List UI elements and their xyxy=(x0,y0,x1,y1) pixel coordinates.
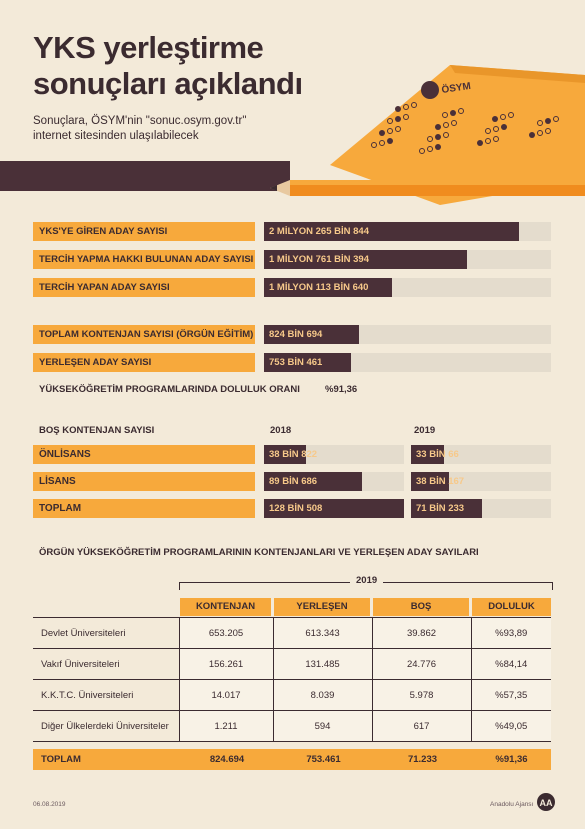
row-name: Diğer Ülkelerdeki Üniversiteler xyxy=(33,710,179,742)
aa-logo-text: AA xyxy=(540,798,553,808)
stat-row-yks-applicants: YKS'YE GİREN ADAY SAYISI 2 MİLYON 265 Bİ… xyxy=(0,222,585,241)
cell-quota: 653.205 xyxy=(178,617,273,649)
row-label: LİSANS xyxy=(33,472,255,491)
title-line-2: sonuçları açıklandı xyxy=(33,66,303,101)
value-2019: 33 BİN 66 xyxy=(416,449,459,460)
stat-row-total-quota: TOPLAM KONTENJAN SAYISI (ÖRGÜN EĞİTİM) 8… xyxy=(0,325,585,344)
empty-quota-heading: BOŞ KONTENJAN SAYISI xyxy=(39,425,155,436)
row-name: Devlet Üniversiteleri xyxy=(33,617,179,649)
bar-fill-2019 xyxy=(411,499,483,518)
answer-sheet-illustration: ÖSYM xyxy=(270,65,585,205)
row-label: YERLEŞEN ADAY SAYISI xyxy=(33,353,255,372)
row-label: TERCİH YAPAN ADAY SAYISI xyxy=(33,278,255,297)
cell-placed: 8.039 xyxy=(272,679,372,711)
answer-bubbles xyxy=(371,102,559,154)
value-2018: 128 BİN 508 xyxy=(269,503,323,514)
row-name: K.K.T.C. Üniversiteleri xyxy=(33,679,179,711)
table-row: K.K.T.C. Üniversiteleri 14.017 8.039 5.9… xyxy=(33,679,551,711)
bar-fill-2019 xyxy=(411,445,445,464)
year-2019-label: 2019 xyxy=(414,425,436,436)
row-value: 1 MİLYON 113 BİN 640 xyxy=(269,282,369,293)
row-value: 753 BİN 461 xyxy=(269,357,323,368)
table-row: Devlet Üniversiteleri 653.205 613.343 39… xyxy=(33,617,551,649)
bar-fill-2018 xyxy=(264,445,307,464)
value-2018: 89 BİN 686 xyxy=(269,476,318,487)
cell-quota: 1.211 xyxy=(178,710,273,742)
cell-empty: 5.978 xyxy=(371,679,471,711)
bar-fill xyxy=(264,353,351,372)
cell-placed: 594 xyxy=(272,710,372,742)
row-label: TOPLAM xyxy=(33,499,255,518)
table-total-row: TOPLAM 824.694 753.461 71.233 %91,36 xyxy=(33,749,551,770)
aa-logo-icon: AA xyxy=(537,793,555,811)
page-title: YKS yerleştirme sonuçları açıklandı xyxy=(33,30,303,102)
total-occupancy: %91,36 xyxy=(495,754,528,765)
total-label: TOPLAM xyxy=(41,754,81,765)
value-2018: 38 BİN 822 xyxy=(269,449,318,460)
bar-fill-2019 xyxy=(411,472,450,491)
bar-track-2019 xyxy=(411,445,551,464)
pencil-icon xyxy=(270,180,585,196)
cell-occupancy: %49,05 xyxy=(470,710,551,742)
total-quota: 824.694 xyxy=(209,754,245,765)
table-heading: ÖRGÜN YÜKSEKÖĞRETİM PROGRAMLARININ KONTE… xyxy=(39,547,479,558)
row-name: Vakıf Üniversiteleri xyxy=(33,648,179,680)
cell-placed: 131.485 xyxy=(272,648,372,680)
header-band xyxy=(0,161,290,191)
cell-quota: 156.261 xyxy=(178,648,273,680)
row-label: ÖNLİSANS xyxy=(33,445,255,464)
col-header-occupancy: DOLULUK xyxy=(472,598,551,616)
year-2018-label: 2018 xyxy=(270,425,292,436)
row-value: 1 MİLYON 761 BİN 394 xyxy=(269,254,369,265)
stat-row-placed-candidates: YERLEŞEN ADAY SAYISI 753 BİN 461 xyxy=(0,353,585,372)
osym-logo-icon xyxy=(421,81,439,99)
bar-fill xyxy=(264,278,392,297)
total-placed: 753.461 xyxy=(306,754,341,765)
value-2019: 38 BİN 167 xyxy=(416,476,465,487)
row-label: YKS'YE GİREN ADAY SAYISI xyxy=(33,222,255,241)
row-label: TOPLAM KONTENJAN SAYISI (ÖRGÜN EĞİTİM) xyxy=(33,325,255,344)
cell-occupancy: %84,14 xyxy=(470,648,551,680)
empty-quota-row-associate: ÖNLİSANS 38 BİN 822 33 BİN 66 xyxy=(0,445,585,464)
footer-agency: Anadolu Ajansı xyxy=(490,801,534,808)
university-table: Devlet Üniversiteleri 653.205 613.343 39… xyxy=(33,617,551,742)
empty-quota-row-total: TOPLAM 128 BİN 508 71 BİN 233 xyxy=(0,499,585,518)
stat-row-preference-makers: TERCİH YAPAN ADAY SAYISI 1 MİLYON 113 Bİ… xyxy=(0,278,585,297)
subtitle-line-2: internet sitesinden ulaşılabilecek xyxy=(33,130,199,142)
stat-row-eligible-candidates: TERCİH YAPMA HAKKI BULUNAN ADAY SAYISI 1… xyxy=(0,250,585,269)
table-row: Diğer Ülkelerdeki Üniversiteler 1.211 59… xyxy=(33,710,551,742)
cell-occupancy: %93,89 xyxy=(470,617,551,649)
empty-quota-row-undergraduate: LİSANS 89 BİN 686 38 BİN 167 xyxy=(0,472,585,491)
row-value: 2 MİLYON 265 BİN 844 xyxy=(269,226,369,237)
cell-empty: 24.776 xyxy=(371,648,471,680)
sheet-logo-text: ÖSYM xyxy=(441,79,472,96)
bar-fill xyxy=(264,222,519,241)
col-header-empty: BOŞ xyxy=(373,598,469,616)
cell-occupancy: %57,35 xyxy=(470,679,551,711)
col-header-quota: KONTENJAN xyxy=(180,598,271,616)
table-year: 2019 xyxy=(350,575,384,586)
cell-empty: 39.862 xyxy=(371,617,471,649)
page-subtitle: Sonuçlara, ÖSYM'nin "sonuc.osym.gov.tr" … xyxy=(33,114,246,144)
total-empty: 71.233 xyxy=(407,754,438,765)
title-line-1: YKS yerleştirme xyxy=(33,30,264,65)
fill-ratio-value: %91,36 xyxy=(325,384,358,395)
cell-placed: 613.343 xyxy=(272,617,372,649)
row-value: 824 BİN 694 xyxy=(269,329,323,340)
row-label: TERCİH YAPMA HAKKI BULUNAN ADAY SAYISI xyxy=(33,250,255,269)
bar-fill-2018 xyxy=(264,472,362,491)
fill-ratio-label: YÜKSEKÖĞRETİM PROGRAMLARINDA DOLULUK ORA… xyxy=(39,384,300,395)
cell-empty: 617 xyxy=(371,710,471,742)
col-header-placed: YERLEŞEN xyxy=(274,598,370,616)
bar-fill xyxy=(264,325,359,344)
subtitle-line-1: Sonuçlara, ÖSYM'nin "sonuc.osym.gov.tr" xyxy=(33,115,247,127)
table-row: Vakıf Üniversiteleri 156.261 131.485 24.… xyxy=(33,648,551,680)
footer-date: 06.08.2019 xyxy=(33,801,66,808)
bar-fill-2018 xyxy=(264,499,404,518)
bar-fill xyxy=(264,250,467,269)
value-2019: 71 BİN 233 xyxy=(416,503,465,514)
cell-quota: 14.017 xyxy=(178,679,273,711)
